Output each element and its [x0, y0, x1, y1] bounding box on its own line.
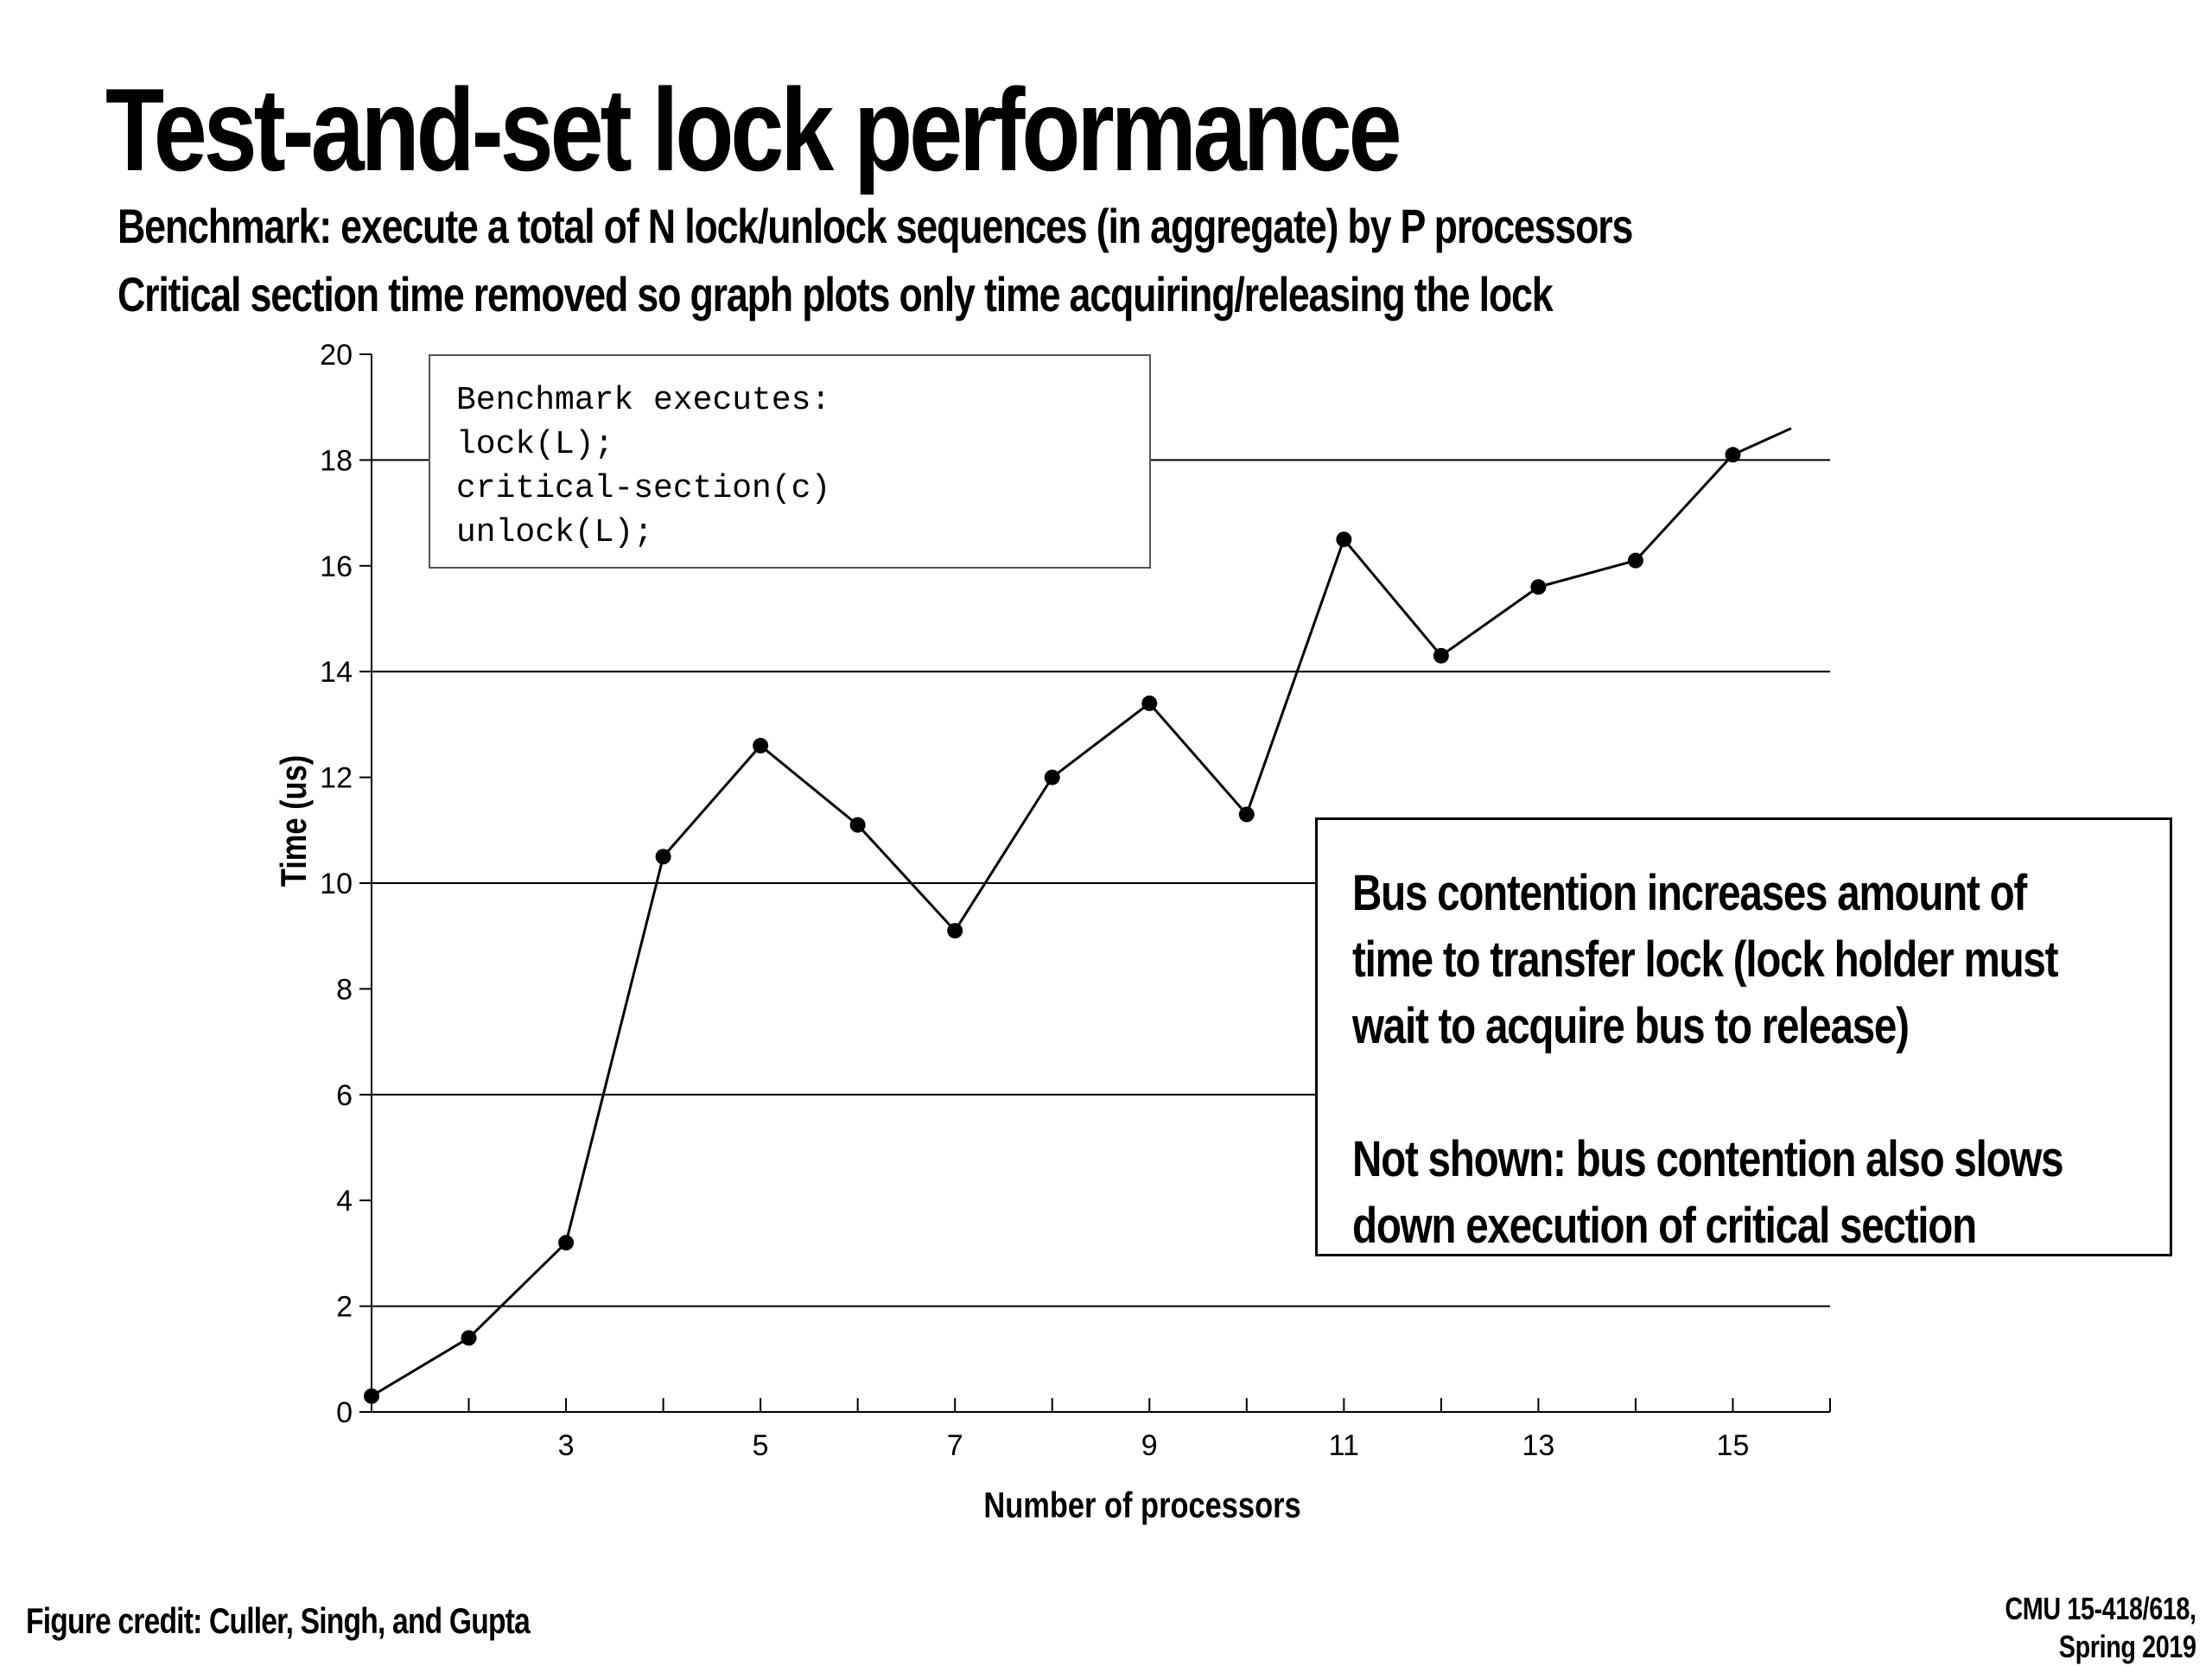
code-line: lock(L);: [456, 426, 614, 463]
y-tick-label: 6: [336, 1079, 353, 1112]
x-axis-label: Number of processors: [983, 1485, 1300, 1526]
data-point: [1336, 531, 1352, 548]
subtitle-line-2: Critical section time removed so graph p…: [118, 267, 1554, 321]
slide-title: Test-and-set lock performance: [105, 64, 1402, 195]
course-term: Spring 2019: [2059, 1629, 2196, 1664]
note-line: time to transfer lock (lock holder must: [1352, 932, 2058, 988]
course-label: CMU 15-418/618, Spring 2019: [2005, 1590, 2197, 1666]
y-tick-label: 14: [320, 656, 353, 689]
course-name: CMU 15-418/618,: [2005, 1591, 2197, 1626]
note-line: Bus contention increases amount of: [1352, 865, 2027, 921]
data-point: [558, 1235, 575, 1251]
figure-credit: Figure credit: Culler, Singh, and Gupta: [26, 1600, 531, 1641]
x-tick-label: 15: [1717, 1429, 1750, 1462]
data-point: [364, 1388, 379, 1404]
data-point: [947, 923, 963, 939]
data-point: [1141, 695, 1158, 711]
y-tick-label: 0: [336, 1396, 353, 1429]
code-line: critical-section(c): [456, 470, 831, 507]
y-tick-label: 20: [320, 339, 353, 372]
note-line: Not shown: bus contention also slows: [1352, 1131, 2064, 1187]
x-tick-label: 7: [947, 1429, 963, 1462]
data-point: [1627, 552, 1643, 569]
data-point: [1725, 447, 1741, 463]
subtitle-line-1: Benchmark: execute a total of N lock/unl…: [118, 199, 1633, 253]
y-tick-label: 2: [336, 1291, 353, 1324]
data-point: [1433, 647, 1449, 664]
code-line: unlock(L);: [456, 514, 654, 551]
y-tick-label: 18: [320, 444, 353, 477]
y-tick-label: 16: [320, 550, 353, 583]
y-tick-label: 12: [320, 762, 353, 795]
series: [364, 427, 1792, 1404]
y-tick-label: 4: [336, 1185, 353, 1218]
axes: 0 2 4 6 8 10 12 14 16 18 20 3 5 7 9 11 13 15: [320, 339, 1831, 1462]
y-tick-label: 8: [336, 973, 353, 1006]
bus-contention-note: Bus contention increases amount of time …: [1315, 817, 2172, 1256]
code-line: Benchmark executes:: [456, 382, 831, 419]
x-tick-label: 9: [1141, 1429, 1158, 1462]
data-point: [655, 849, 671, 865]
data-point: [1530, 579, 1547, 595]
data-point: [1044, 769, 1060, 785]
x-tick-label: 5: [753, 1429, 769, 1462]
note-line: down execution of critical section: [1352, 1198, 1977, 1254]
data-point: [461, 1330, 477, 1346]
x-tick-label: 3: [558, 1429, 575, 1462]
data-point: [753, 737, 769, 754]
series-line: [371, 427, 1792, 1397]
x-tick-label: 11: [1329, 1429, 1359, 1462]
data-point: [1238, 806, 1255, 823]
y-tick-label: 10: [320, 868, 353, 900]
y-axis-label: Time (us): [274, 755, 315, 887]
note-line: wait to acquire bus to release): [1352, 998, 1910, 1054]
x-tick-label: 13: [1522, 1429, 1554, 1462]
benchmark-code-box: Benchmark executes: lock(L); critical-sect…: [429, 354, 1151, 569]
data-point: [849, 817, 866, 833]
